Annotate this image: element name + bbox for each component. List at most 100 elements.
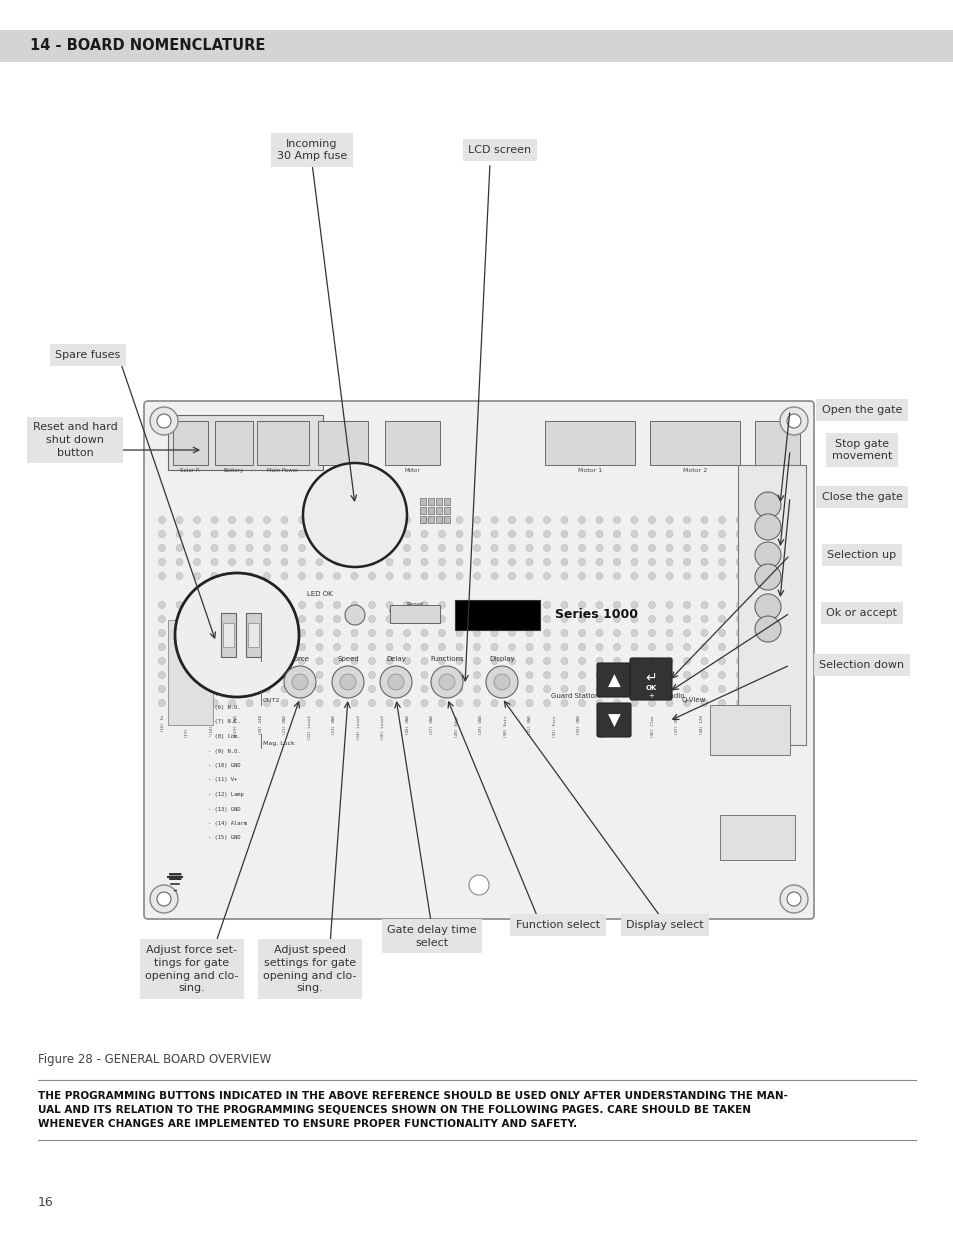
Circle shape xyxy=(211,643,218,651)
Text: For Continued: For Continued xyxy=(347,511,375,515)
Circle shape xyxy=(473,685,480,693)
Circle shape xyxy=(665,573,672,579)
Circle shape xyxy=(630,657,638,664)
Circle shape xyxy=(665,643,672,651)
Circle shape xyxy=(543,558,550,566)
Circle shape xyxy=(560,699,567,706)
Circle shape xyxy=(700,573,707,579)
Circle shape xyxy=(403,657,410,664)
Circle shape xyxy=(263,516,271,524)
Circle shape xyxy=(368,672,375,678)
Circle shape xyxy=(456,672,462,678)
Circle shape xyxy=(403,545,410,552)
Circle shape xyxy=(438,630,445,636)
Text: +: + xyxy=(647,693,653,699)
Text: Adjust force set-
tings for gate
opening and clo-
sing.: Adjust force set- tings for gate opening… xyxy=(145,945,238,993)
Circle shape xyxy=(682,672,690,678)
Text: Motor 2: Motor 2 xyxy=(682,468,706,473)
Circle shape xyxy=(368,630,375,636)
Circle shape xyxy=(754,542,781,568)
Circle shape xyxy=(174,573,298,697)
Circle shape xyxy=(578,672,585,678)
Text: (33) GND: (33) GND xyxy=(577,715,581,735)
Circle shape xyxy=(334,630,340,636)
FancyBboxPatch shape xyxy=(144,401,813,919)
Circle shape xyxy=(665,545,672,552)
Circle shape xyxy=(351,643,357,651)
Circle shape xyxy=(193,531,200,537)
Circle shape xyxy=(718,643,724,651)
Circle shape xyxy=(246,699,253,706)
Circle shape xyxy=(438,558,445,566)
Circle shape xyxy=(665,601,672,609)
Circle shape xyxy=(473,558,480,566)
Circle shape xyxy=(473,545,480,552)
Circle shape xyxy=(560,643,567,651)
Circle shape xyxy=(665,699,672,706)
Circle shape xyxy=(175,558,183,566)
Circle shape xyxy=(175,672,183,678)
Text: (17) In 2: (17) In 2 xyxy=(185,715,190,737)
Circle shape xyxy=(386,545,393,552)
Text: Figure 28 - GENERAL BOARD OVERVIEW: Figure 28 - GENERAL BOARD OVERVIEW xyxy=(38,1053,271,1067)
Text: Functions: Functions xyxy=(430,656,463,662)
Text: Force: Force xyxy=(291,656,309,662)
Text: Selection down: Selection down xyxy=(819,659,903,671)
Text: - (10) GND: - (10) GND xyxy=(208,763,240,768)
Bar xyxy=(248,622,258,647)
Circle shape xyxy=(613,657,619,664)
Circle shape xyxy=(648,573,655,579)
Circle shape xyxy=(665,516,672,524)
Circle shape xyxy=(386,558,393,566)
Circle shape xyxy=(438,674,455,690)
Circle shape xyxy=(158,601,165,609)
Circle shape xyxy=(284,666,315,698)
Circle shape xyxy=(334,516,340,524)
Circle shape xyxy=(613,643,619,651)
Circle shape xyxy=(753,643,760,651)
Circle shape xyxy=(368,545,375,552)
Circle shape xyxy=(613,685,619,693)
Circle shape xyxy=(438,699,445,706)
Bar xyxy=(649,421,740,466)
Circle shape xyxy=(648,672,655,678)
Circle shape xyxy=(754,514,781,540)
Circle shape xyxy=(753,545,760,552)
Circle shape xyxy=(456,573,462,579)
Circle shape xyxy=(193,630,200,636)
Circle shape xyxy=(386,531,393,537)
Circle shape xyxy=(438,685,445,693)
Circle shape xyxy=(473,531,480,537)
Circle shape xyxy=(630,685,638,693)
Circle shape xyxy=(648,685,655,693)
Bar xyxy=(738,466,805,745)
Circle shape xyxy=(281,573,288,579)
Text: Adjust speed
settings for gate
opening and clo-
sing.: Adjust speed settings for gate opening a… xyxy=(263,945,356,993)
Circle shape xyxy=(229,657,235,664)
Text: Speed: Speed xyxy=(336,656,358,662)
Circle shape xyxy=(246,558,253,566)
Circle shape xyxy=(700,657,707,664)
Circle shape xyxy=(665,615,672,622)
Circle shape xyxy=(735,615,742,622)
Circle shape xyxy=(525,531,533,537)
Circle shape xyxy=(735,672,742,678)
Circle shape xyxy=(525,643,533,651)
Bar xyxy=(428,516,434,522)
Circle shape xyxy=(525,516,533,524)
Circle shape xyxy=(630,601,638,609)
Circle shape xyxy=(420,545,428,552)
Circle shape xyxy=(175,615,183,622)
Circle shape xyxy=(351,685,357,693)
Circle shape xyxy=(281,558,288,566)
Circle shape xyxy=(157,892,171,906)
Circle shape xyxy=(473,672,480,678)
Circle shape xyxy=(560,545,567,552)
Circle shape xyxy=(211,685,218,693)
Circle shape xyxy=(753,558,760,566)
Circle shape xyxy=(175,516,183,524)
Bar xyxy=(246,613,261,657)
Circle shape xyxy=(229,615,235,622)
Circle shape xyxy=(403,573,410,579)
Circle shape xyxy=(754,564,781,590)
